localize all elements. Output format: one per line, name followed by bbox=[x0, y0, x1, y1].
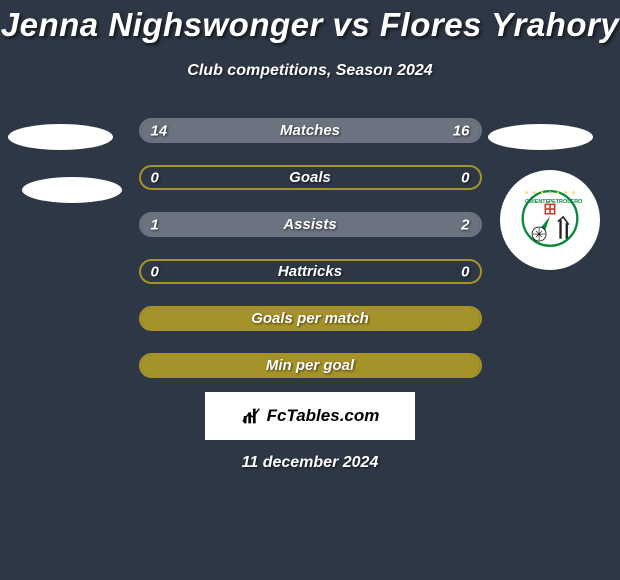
stat-value-right: 0 bbox=[461, 263, 469, 280]
brand-text: FcTables.com bbox=[267, 406, 380, 426]
stat-label: Min per goal bbox=[266, 357, 354, 374]
stat-label: Hattricks bbox=[278, 263, 342, 280]
stat-row: 1 2 Assists bbox=[139, 212, 482, 237]
stat-value-left: 1 bbox=[151, 216, 159, 233]
chart-icon bbox=[241, 405, 263, 427]
brand-badge: FcTables.com bbox=[205, 392, 415, 440]
stat-row: 14 16 Matches bbox=[139, 118, 482, 143]
stat-label: Matches bbox=[280, 122, 340, 139]
stat-row: Goals per match bbox=[139, 306, 482, 331]
stat-label: Assists bbox=[283, 216, 336, 233]
date-text: 11 december 2024 bbox=[0, 454, 620, 472]
stat-value-left: 0 bbox=[151, 263, 159, 280]
stat-row: 0 0 Hattricks bbox=[139, 259, 482, 284]
stat-value-right: 16 bbox=[453, 122, 470, 139]
stat-label: Goals per match bbox=[251, 310, 369, 327]
stat-row: 0 0 Goals bbox=[139, 165, 482, 190]
stat-value-right: 0 bbox=[461, 169, 469, 186]
stat-value-left: 14 bbox=[151, 122, 168, 139]
stat-row: Min per goal bbox=[139, 353, 482, 378]
stat-value-right: 2 bbox=[461, 216, 469, 233]
stats-container: 14 16 Matches 0 0 Goals 1 2 Assists 0 0 Hattricks Go… bbox=[0, 118, 620, 378]
subtitle: Club competitions, Season 2024 bbox=[0, 62, 620, 80]
page-title: Jenna Nighswonger vs Flores Yrahory bbox=[0, 0, 620, 44]
stat-label: Goals bbox=[289, 169, 331, 186]
stat-value-left: 0 bbox=[151, 169, 159, 186]
